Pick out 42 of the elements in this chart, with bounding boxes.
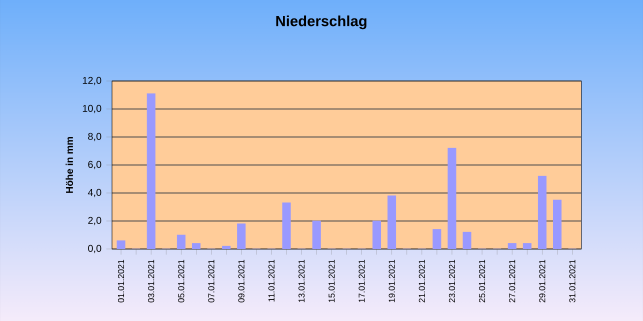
bar <box>372 220 382 249</box>
x-tick-label: 01.01.2021 <box>118 260 124 302</box>
bar <box>448 148 456 249</box>
x-tick-label: 05.01.2021 <box>178 260 184 302</box>
chart-title: Niederschlag <box>276 15 366 30</box>
x-tick-label: 27.01.2021 <box>509 260 516 302</box>
x-tick-label: 07.01.2021 <box>208 260 214 302</box>
bar <box>538 176 546 249</box>
bar <box>192 243 201 249</box>
y-tick-label: 0,0 <box>88 244 102 254</box>
x-tick-label: 31.01.2021 <box>569 260 576 302</box>
bar <box>237 224 246 249</box>
bar <box>282 202 291 249</box>
bar <box>462 232 472 249</box>
x-tick-label: 13.01.2021 <box>298 260 305 302</box>
y-tick-label: 2,0 <box>88 216 102 226</box>
y-axis-title: Höhe in mm <box>66 137 73 193</box>
x-tick-label: 21.01.2021 <box>418 260 425 302</box>
y-tick-label: 10,0 <box>82 104 102 114</box>
x-tick-label: 17.01.2021 <box>358 260 365 302</box>
y-tick-label: 4,0 <box>88 188 102 198</box>
y-tick-label: 8,0 <box>88 132 102 142</box>
bar <box>432 229 442 249</box>
x-tick-label: 15.01.2021 <box>328 260 335 302</box>
x-tick-label: 09.01.2021 <box>238 260 244 302</box>
bar <box>116 240 126 249</box>
x-tick-label: 19.01.2021 <box>388 260 395 302</box>
bar <box>222 246 231 249</box>
x-tick-label: 29.01.2021 <box>539 260 546 302</box>
bar <box>388 196 396 249</box>
bar <box>176 234 186 249</box>
y-tick-label: 6,0 <box>88 160 102 170</box>
x-tick-label: 25.01.2021 <box>478 260 486 302</box>
bar <box>312 220 321 249</box>
x-tick-label: 03.01.2021 <box>148 260 154 302</box>
y-tick-label: 12,0 <box>82 76 102 86</box>
x-tick-label: 23.01.2021 <box>448 260 456 302</box>
bar <box>146 93 156 249</box>
bar <box>522 243 532 249</box>
bar <box>552 200 562 249</box>
bar <box>508 243 516 249</box>
x-tick-label: 11.01.2021 <box>268 260 275 302</box>
